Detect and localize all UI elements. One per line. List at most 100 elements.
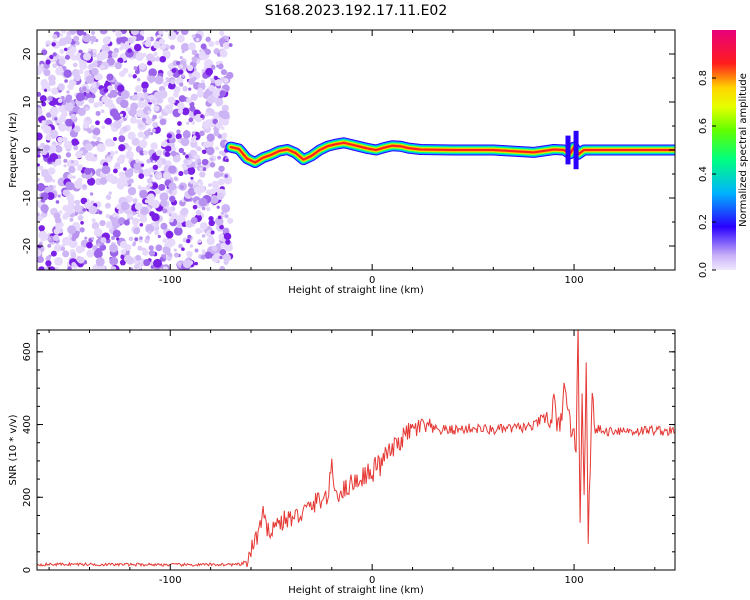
noise-point — [177, 102, 185, 110]
x-tick-label: -100 — [159, 575, 182, 586]
noise-point — [192, 204, 198, 210]
noise-point — [145, 235, 150, 240]
noise-point — [191, 49, 198, 56]
noise-point — [39, 232, 49, 241]
noise-point — [113, 226, 118, 231]
noise-point — [138, 139, 148, 149]
noise-point — [152, 160, 156, 164]
noise-point — [109, 243, 118, 253]
noise-point — [82, 33, 92, 43]
noise-point — [66, 208, 73, 215]
noise-point — [118, 135, 126, 143]
noise-point — [187, 166, 196, 175]
noise-point — [208, 84, 215, 92]
noise-point — [219, 255, 223, 260]
noise-point — [127, 179, 132, 184]
y-tick-label: 10 — [22, 96, 33, 109]
noise-point — [201, 234, 206, 238]
noise-point — [109, 108, 119, 117]
noise-point — [68, 79, 76, 86]
noise-point — [194, 261, 198, 266]
noise-point — [153, 91, 161, 99]
noise-point — [48, 145, 57, 153]
noise-point — [73, 35, 80, 42]
noise-point — [152, 121, 159, 128]
noise-point — [180, 30, 189, 36]
noise-point — [80, 197, 88, 205]
noise-point — [96, 143, 106, 153]
noise-point — [115, 30, 123, 38]
noise-point — [200, 114, 204, 118]
noise-point — [107, 93, 112, 98]
noise-point — [130, 102, 139, 111]
noise-point — [179, 64, 184, 69]
noise-point — [138, 173, 145, 180]
noise-point — [134, 237, 139, 242]
noise-point — [211, 80, 215, 84]
noise-point — [63, 47, 68, 52]
noise-point — [204, 251, 212, 259]
noise-point — [200, 43, 207, 50]
noise-point — [126, 214, 132, 219]
snr-xlabel: Height of straight line (km) — [288, 585, 424, 596]
colorbar: 0.0 0.2 0.4 0.6 0.8 Normalized spectral ampl… — [698, 30, 749, 278]
noise-point — [58, 58, 66, 66]
y-tick-label: -20 — [22, 238, 33, 254]
noise-point — [43, 69, 51, 77]
noise-point — [199, 171, 206, 178]
noise-point — [173, 252, 180, 258]
noise-point — [58, 210, 63, 214]
noise-point — [38, 266, 45, 270]
noise-point — [37, 177, 40, 182]
y-tick-label: 0 — [22, 147, 33, 153]
noise-point — [73, 145, 79, 151]
noise-point — [134, 85, 142, 93]
noise-point — [84, 152, 94, 161]
noise-point — [188, 117, 194, 123]
noise-point — [217, 178, 225, 186]
noise-point — [202, 120, 212, 130]
noise-point — [118, 144, 126, 152]
noise-point — [170, 212, 178, 220]
noise-point — [63, 164, 67, 168]
noise-point — [89, 35, 97, 43]
noise-point — [153, 105, 160, 112]
noise-point — [120, 90, 130, 100]
noise-point — [140, 206, 149, 216]
frequency-ridge — [225, 130, 675, 170]
noise-point — [67, 266, 72, 270]
noise-point — [150, 265, 155, 269]
noise-point — [47, 243, 52, 248]
noise-point — [176, 129, 181, 134]
noise-point — [217, 63, 224, 70]
noise-point — [167, 96, 176, 104]
noise-point — [83, 184, 87, 188]
noise-point — [57, 194, 61, 198]
noise-point — [140, 163, 145, 167]
noise-point — [127, 186, 137, 196]
noise-point — [171, 68, 177, 73]
noise-point — [45, 260, 52, 267]
noise-point — [217, 155, 222, 160]
noise-point — [37, 183, 46, 192]
noise-point — [96, 52, 106, 62]
noise-point — [177, 262, 181, 266]
noise-point — [93, 228, 103, 237]
noise-point — [159, 118, 167, 126]
noise-point — [212, 118, 219, 125]
noise-point — [137, 213, 141, 218]
noise-point — [136, 210, 140, 214]
noise-point — [136, 119, 142, 125]
noise-point — [138, 168, 144, 175]
noise-point — [150, 56, 157, 63]
noise-point — [154, 226, 160, 231]
noise-point — [93, 154, 98, 158]
noise-point — [152, 164, 159, 171]
noise-point — [166, 133, 172, 139]
noise-point — [125, 107, 131, 112]
noise-point — [64, 102, 73, 112]
noise-point — [97, 100, 104, 107]
noise-point — [200, 254, 206, 260]
noise-point — [137, 132, 142, 138]
noise-point — [71, 55, 77, 61]
